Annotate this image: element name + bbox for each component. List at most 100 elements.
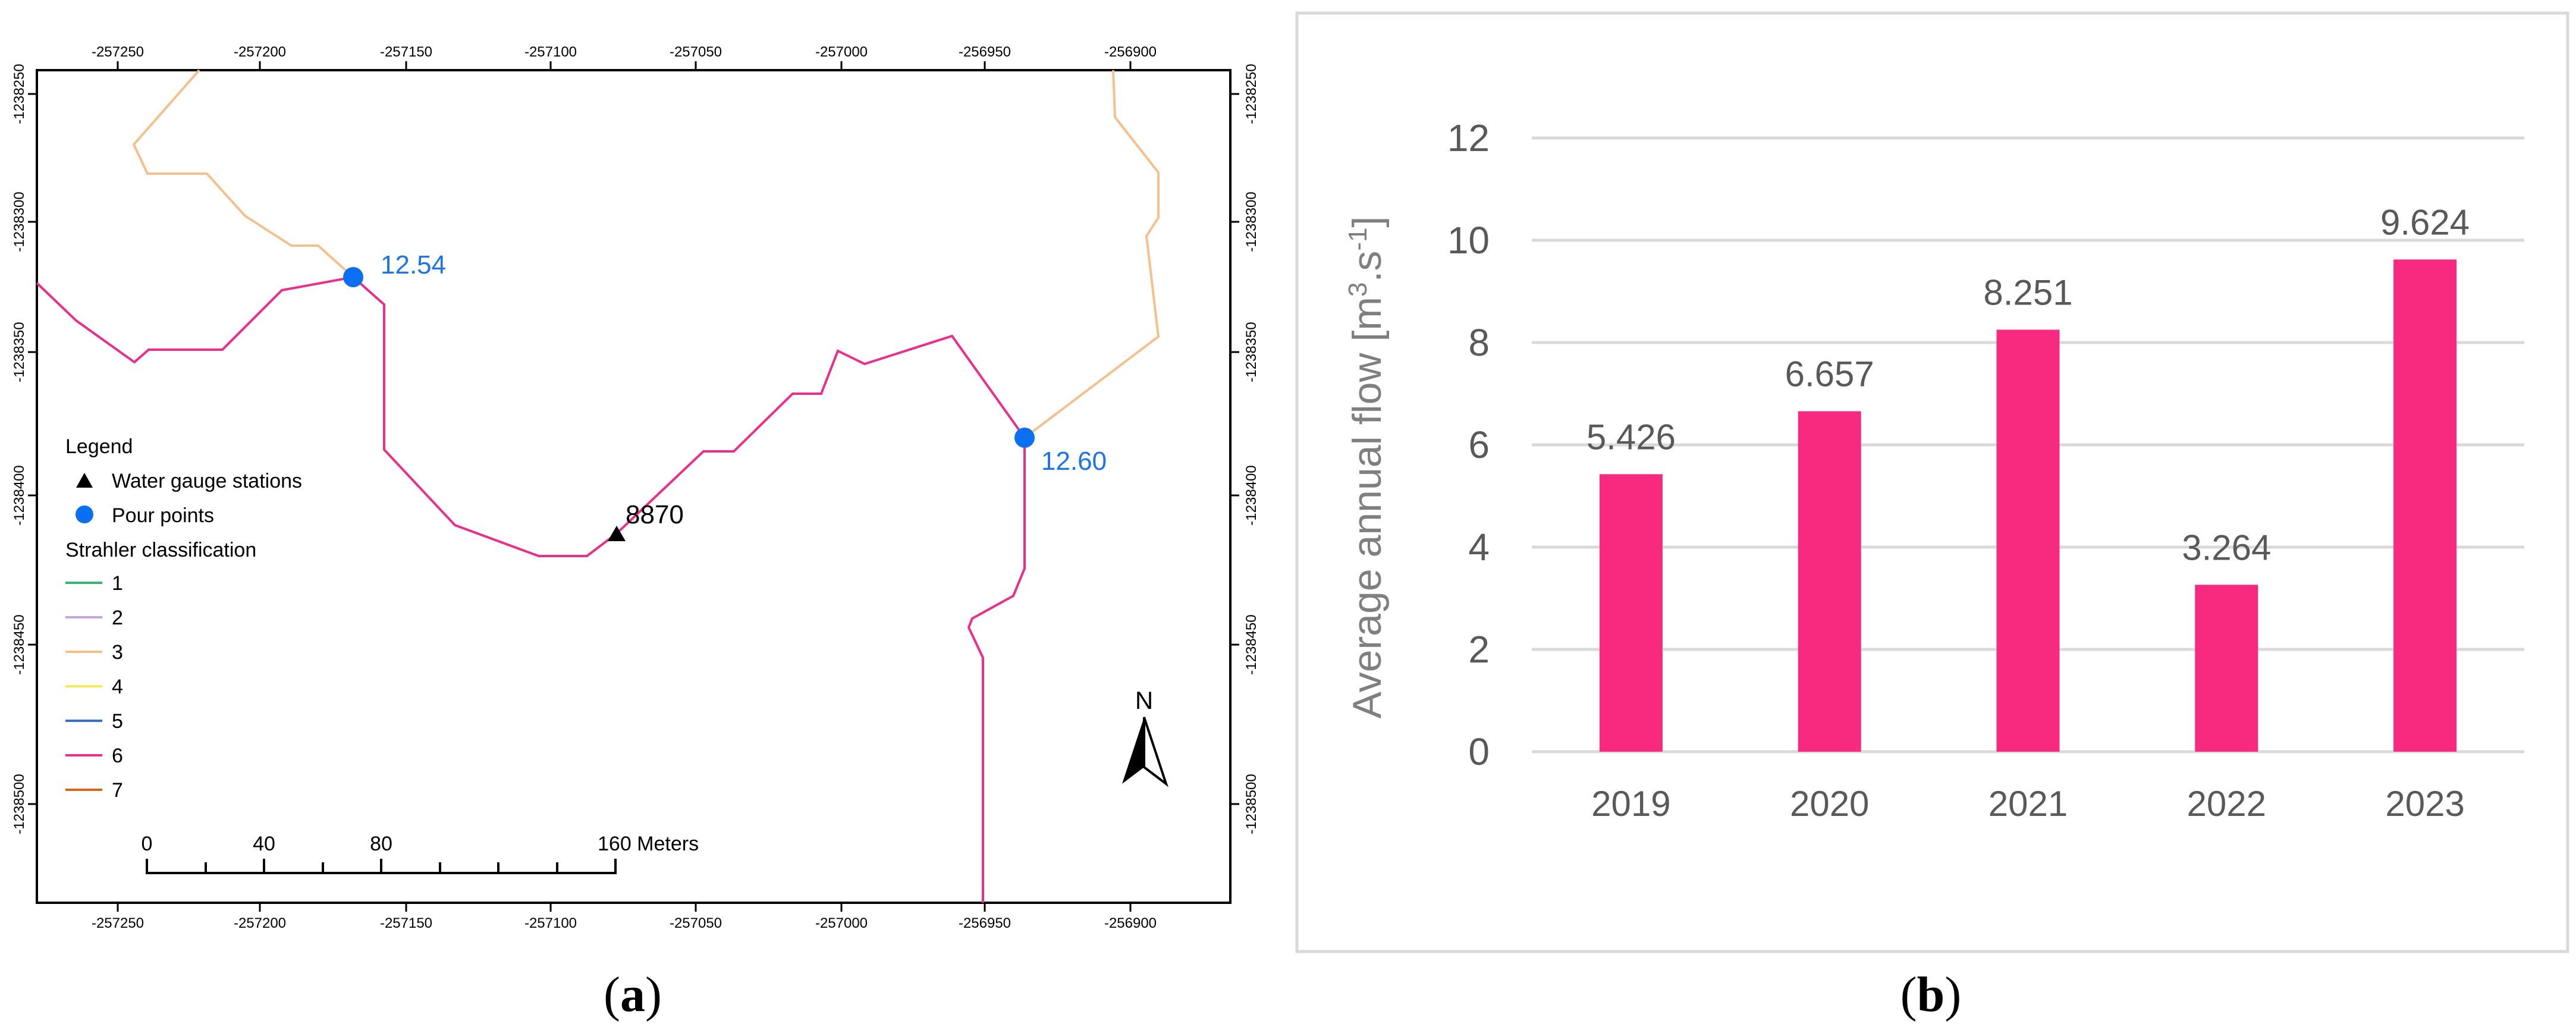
x-tick-label: 2019 [1591, 784, 1670, 824]
y-axis-label: Average annual flow [m3.s-1] [1343, 216, 1390, 719]
map-tick-label-top: -257150 [380, 44, 432, 60]
chart-x-tick-labels: 2019 2020 2021 2022 2023 [1591, 784, 2465, 824]
y-axis-label-mid: .s [1344, 251, 1390, 282]
chart-bar [1599, 474, 1663, 752]
map-tick-label-left: -1238300 [11, 191, 27, 252]
legend-gauge-label: Water gauge stations [112, 470, 302, 492]
map-panel: -257250 -257200 -257150 -257100 -257050 -2570… [11, 44, 1259, 1022]
scale-bar-label: 40 [253, 833, 275, 855]
map-tick-label-bottom: -257100 [524, 915, 577, 931]
stream-order-3-east [1023, 70, 1160, 439]
y-tick-label: 0 [1468, 730, 1490, 773]
bar-data-label: 9.624 [2380, 202, 2470, 242]
map-tick-label-right: -1238500 [1243, 774, 1259, 834]
y-tick-label: 12 [1447, 117, 1490, 159]
y-axis-label-sup1: 3 [1343, 282, 1372, 297]
x-tick-label: 2021 [1988, 784, 2068, 824]
panel-b-caption: (b) [1900, 967, 1962, 1022]
map-tick-label-bottom: -256900 [1104, 915, 1157, 931]
y-tick-label: 2 [1468, 628, 1490, 671]
north-label: N [1135, 686, 1153, 714]
chart-frame [1295, 11, 2569, 953]
map-tick-label-left: -1238400 [11, 465, 27, 525]
map-tick-label-right: -1238450 [1243, 614, 1259, 674]
legend-strahler-title: Strahler classification [65, 539, 256, 561]
y-axis-label-sup2: -1 [1343, 228, 1372, 251]
map-tick-label-top: -257100 [524, 44, 577, 60]
map-tick-label-bottom: -256950 [959, 915, 1011, 931]
pour-point-label: 12.60 [1041, 447, 1107, 476]
chart-bar [2393, 259, 2457, 752]
map-tick-label-top: -256950 [959, 44, 1011, 60]
map-tick-label-right: -1238250 [1243, 64, 1259, 124]
y-axis-label-text: Average annual flow [m [1344, 297, 1390, 718]
map-tick-label-top: -256900 [1104, 44, 1157, 60]
legend-class-label: 3 [112, 641, 123, 664]
scale-bar-label: 0 [142, 833, 153, 855]
map-tick-label-top: -257000 [815, 44, 868, 60]
map-tick-label-bottom: -257250 [92, 915, 144, 931]
map-legend: Legend Water gauge stations Pour points … [65, 435, 302, 802]
map-tick-label-left: -1238250 [11, 64, 27, 124]
map-tick-label-right: -1238400 [1243, 465, 1259, 525]
y-tick-label: 10 [1447, 219, 1490, 262]
panel-b-caption-letter: b [1917, 967, 1945, 1022]
gauge-station-marker [608, 526, 626, 541]
legend-class-label: 5 [112, 710, 123, 733]
bar-data-label: 8.251 [1983, 272, 2072, 312]
map-tick-label-top: -257250 [92, 44, 144, 60]
north-arrow-icon: N [1122, 686, 1168, 787]
map-coordinate-ticks: -257250 -257200 -257150 -257100 -257050 -2570… [11, 44, 1259, 931]
scale-bar-label: 80 [370, 833, 392, 855]
north-arrow-right-half [1143, 717, 1168, 787]
legend-gauge-icon [76, 473, 93, 488]
scale-bar: 0 40 80 160 Meters [142, 833, 699, 874]
legend-class-label: 1 [112, 572, 123, 595]
bar-data-label: 5.426 [1587, 417, 1676, 457]
x-tick-label: 2022 [2187, 784, 2266, 824]
bar-data-label: 6.657 [1785, 354, 1874, 394]
map-tick-label-left: -1238450 [11, 614, 27, 674]
y-tick-label: 8 [1468, 321, 1490, 364]
chart-bar [1996, 329, 2060, 752]
y-tick-label: 6 [1468, 423, 1490, 466]
map-tick-label-top: -257050 [670, 44, 722, 60]
legend-strahler-classes: 1 2 3 4 5 6 7 [65, 572, 123, 802]
north-arrow-left-half [1122, 717, 1144, 784]
chart-bars: 5.426 6.657 8.251 3.264 9.624 [1587, 202, 2470, 752]
y-axis-label-end: ] [1344, 216, 1390, 228]
map-tick-label-left: -1238350 [11, 322, 27, 382]
gauge-station-label: 8870 [626, 500, 684, 529]
bar-data-label: 3.264 [2182, 528, 2271, 567]
map-tick-label-bottom: -257200 [234, 915, 286, 931]
pour-point-marker [343, 267, 363, 287]
map-tick-label-top: -257200 [234, 44, 286, 60]
stream-order-6-main [36, 275, 1026, 903]
chart-bar [2195, 585, 2258, 752]
legend-title: Legend [65, 435, 133, 458]
legend-pour-icon [76, 505, 93, 523]
legend-class-label: 6 [112, 745, 123, 767]
panel-a-caption-letter: a [620, 967, 645, 1022]
x-tick-label: 2020 [1790, 784, 1869, 824]
map-tick-label-bottom: -257000 [815, 915, 868, 931]
map-tick-label-bottom: -257150 [380, 915, 432, 931]
stream-order-3-west [132, 69, 354, 278]
panel-a-caption: (a) [604, 967, 662, 1022]
chart-bar [1798, 411, 1861, 752]
map-tick-label-right: -1238300 [1243, 191, 1259, 252]
x-tick-label: 2023 [2385, 784, 2464, 824]
y-tick-label: 4 [1468, 526, 1490, 569]
map-tick-label-bottom: -257050 [670, 915, 722, 931]
map-frame [36, 69, 1232, 904]
bar-chart-panel: 0 2 4 6 8 10 12 5.426 6.657 8.251 3.264 9.624 2019… [1295, 11, 2569, 1022]
scale-bar-label: 160 Meters [598, 833, 699, 855]
legend-class-label: 7 [112, 779, 123, 802]
legend-class-label: 2 [112, 607, 123, 629]
legend-class-label: 4 [112, 676, 123, 698]
map-tick-label-right: -1238350 [1243, 322, 1259, 382]
legend-pour-label: Pour points [112, 504, 214, 527]
pour-point-marker [1014, 428, 1035, 448]
pour-point-label: 12.54 [381, 250, 446, 280]
